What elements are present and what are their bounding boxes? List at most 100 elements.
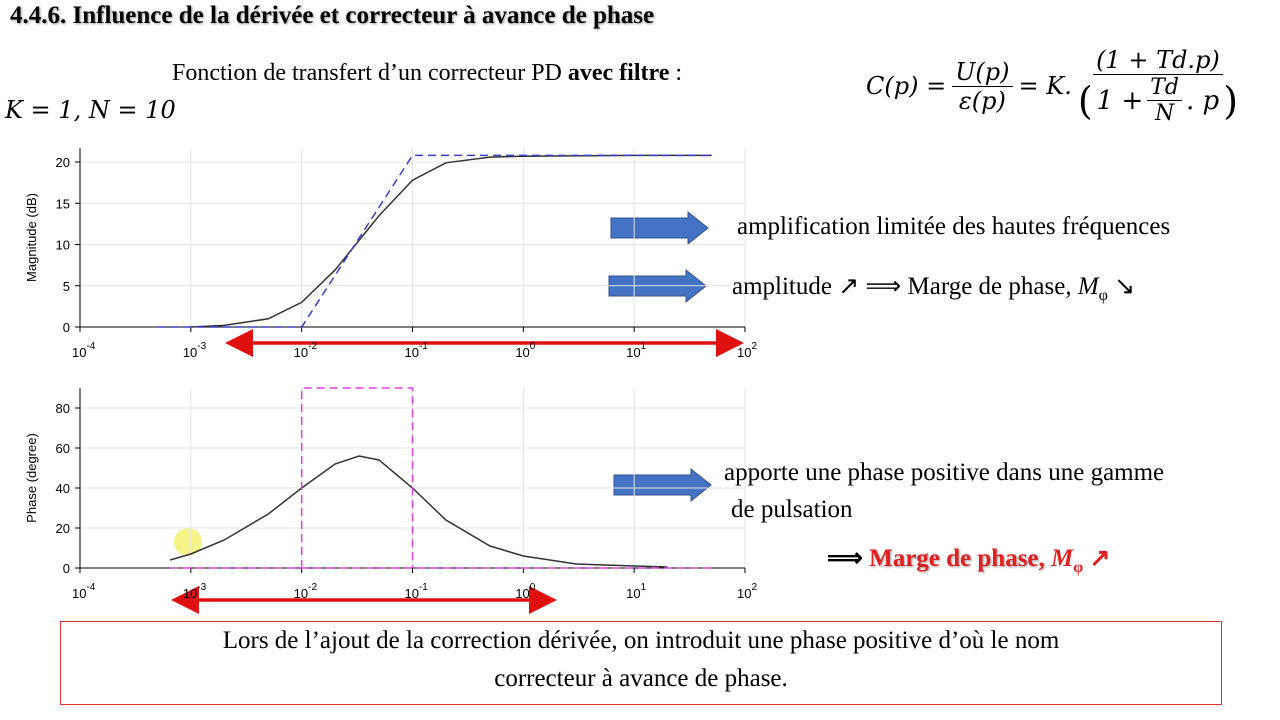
tick-base: 10 [183, 345, 197, 360]
intro-bold: avec filtre [567, 60, 670, 86]
x-tick-label: 10-2 [294, 582, 318, 601]
annotation-end: ↘ [1107, 273, 1136, 300]
y-tick-label: 5 [63, 279, 70, 294]
tick-base: 10 [515, 345, 529, 360]
annotation: de pulsation [731, 496, 853, 523]
x-tick-label: 10-2 [294, 341, 318, 360]
y-tick-label: 0 [63, 320, 70, 335]
tick-base: 10 [294, 345, 308, 360]
x-tick-label: 10-4 [72, 341, 96, 360]
tick-exponent: 2 [751, 341, 757, 352]
paren: ) [1223, 78, 1239, 123]
x-tick-label: 10-3 [183, 582, 207, 601]
tick-exponent: -1 [419, 582, 428, 593]
tick-exponent: -4 [86, 582, 95, 593]
x-tick-label: 102 [737, 582, 757, 601]
tick-exponent: 1 [641, 582, 647, 593]
y-axis-label: Phase (degree) [24, 433, 39, 523]
x-tick-label: 100 [515, 341, 535, 360]
paren: ( [1077, 78, 1093, 123]
conclusion-line: correcteur à avance de phase. [494, 665, 788, 692]
formula-mid: = K. [1018, 72, 1072, 100]
annotation-text: Marge de phase, [869, 545, 1052, 572]
denominator: ε(p) [958, 86, 1006, 115]
y-tick-label: 20 [56, 155, 70, 170]
series-line [190, 154, 712, 328]
tick-exponent: -1 [419, 341, 428, 352]
x-tick-label: 10-1 [405, 341, 429, 360]
y-tick-label: 0 [63, 561, 70, 576]
fraction: U(p) ε(p) [952, 58, 1013, 115]
x-tick-label: 10-3 [183, 341, 207, 360]
x-tick-label: 10-4 [72, 582, 96, 601]
blue-arrow [613, 467, 712, 503]
y-tick-label: 40 [56, 481, 70, 496]
conclusion-box: Lors de l’ajout de la correction dérivée… [60, 621, 1222, 705]
annotation-text: amplitude ↗ ⟹ Marge de phase, [732, 273, 1078, 300]
series-line [169, 455, 668, 568]
intro: Fonction de transfert d’un correcteur PD… [172, 60, 682, 87]
tick-exponent: -2 [308, 582, 317, 593]
y-tick-label: 60 [56, 441, 70, 456]
tick-exponent: -3 [197, 582, 206, 593]
symbol-sub: φ [1098, 287, 1108, 304]
numerator: U(p) [952, 58, 1013, 87]
tick-exponent: 1 [641, 341, 647, 352]
y-tick-label: 20 [56, 521, 70, 536]
tick-exponent: 0 [530, 582, 536, 593]
tick-base: 10 [183, 586, 197, 601]
intro-text: Fonction de transfert d’un correcteur PD [172, 60, 568, 86]
x-tick-label: 101 [626, 341, 646, 360]
tick-base: 10 [737, 586, 751, 601]
y-tick-label: 15 [56, 196, 70, 211]
formula-lhs: C(p) = [866, 72, 947, 100]
denominator: N [1155, 101, 1175, 126]
symbol-sub: φ [1073, 559, 1084, 576]
params: K = 1, N = 10 [5, 96, 176, 124]
numerator: Td [1147, 75, 1183, 101]
tick-exponent: 0 [530, 341, 536, 352]
denominator: (1 + Td N. p) [1078, 75, 1238, 126]
den-post: . p [1186, 85, 1220, 116]
x-tick-label: 100 [515, 582, 535, 601]
cursor-highlight [174, 528, 202, 556]
y-axis-label: Magnitude (dB) [24, 193, 39, 282]
symbol: M [1077, 273, 1099, 300]
x-tick-label: 10-1 [405, 582, 429, 601]
intro-suffix: : [669, 60, 683, 86]
annotation: amplification limitée des hautes fréquen… [737, 213, 1171, 240]
x-tick-label: 102 [737, 341, 757, 360]
symbol: M [1051, 545, 1074, 572]
tick-base: 10 [405, 586, 419, 601]
numerator: (1 + Td.p) [1093, 46, 1223, 75]
fraction: (1 + Td.p) (1 + Td N. p) [1078, 46, 1238, 126]
tick-base: 10 [72, 586, 86, 601]
tick-exponent: -2 [308, 341, 317, 352]
tick-base: 10 [294, 586, 308, 601]
tick-base: 10 [737, 345, 751, 360]
y-tick-label: 80 [56, 401, 70, 416]
series-line [300, 387, 414, 568]
annotation: amplitude ↗ ⟹ Marge de phase, Mφ ↘ [732, 271, 1135, 305]
tick-base: 10 [626, 345, 640, 360]
tick-base: 10 [405, 345, 419, 360]
tick-base: 10 [626, 586, 640, 601]
tick-exponent: -4 [86, 341, 95, 352]
y-tick-label: 10 [56, 238, 70, 253]
tick-exponent: 2 [751, 582, 757, 593]
annotation-end: ↗ [1083, 545, 1111, 572]
x-tick-label: 101 [626, 582, 646, 601]
title: 4.4.6. Influence de la dérivée et correc… [10, 2, 655, 29]
fraction: Td N [1147, 75, 1183, 126]
tick-base: 10 [72, 345, 86, 360]
formula: C(p) = U(p) ε(p) = K. (1 + Td.p) (1 + Td N.… [866, 46, 1238, 126]
implies: ⟹ [827, 545, 870, 572]
conclusion-line: Lors de l’ajout de la correction dérivée… [222, 627, 1060, 654]
annotation: apporte une phase positive dans une gamm… [724, 459, 1165, 486]
blue-arrow [610, 210, 709, 246]
tick-exponent: -3 [197, 341, 206, 352]
tick-base: 10 [515, 586, 529, 601]
annotation: ⟹ Marge de phase, Mφ ↗ [827, 543, 1110, 577]
